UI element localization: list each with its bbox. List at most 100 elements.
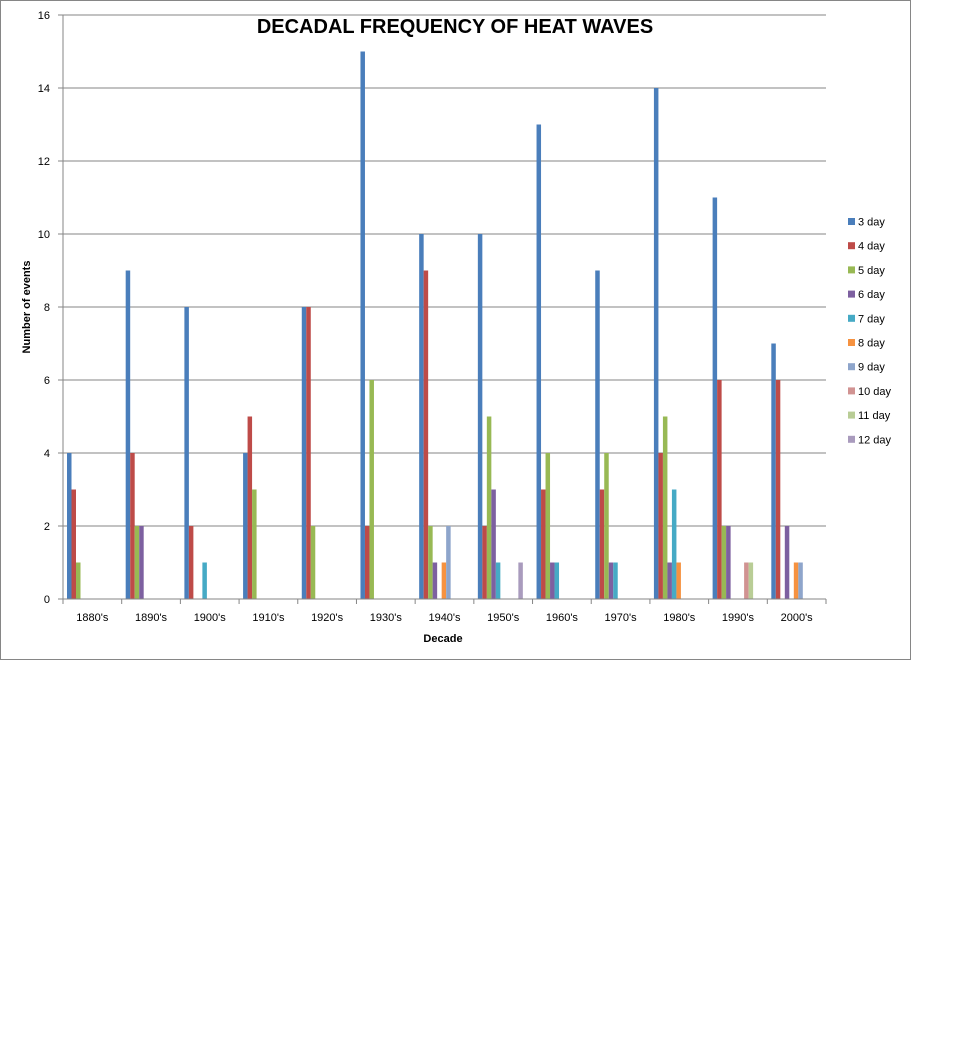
bar-5-day-7 <box>486 416 492 599</box>
bar-3-day-12 <box>771 343 776 599</box>
chart-title: DECADAL FREQUENCY OF HEAT WAVES <box>257 16 653 38</box>
bar-4-day-10 <box>658 453 663 599</box>
chart-frame <box>0 0 911 660</box>
legend-swatch <box>848 411 855 419</box>
bar-3-day-8 <box>536 124 542 599</box>
bar-4-day-4 <box>306 307 311 599</box>
legend-swatch <box>848 363 855 371</box>
bar-4-day-3 <box>247 416 253 599</box>
bar-3-day-1 <box>125 270 131 599</box>
bar-5-day-0 <box>76 562 81 599</box>
legend-label: 4 day <box>858 241 885 253</box>
bar-5-day-9 <box>604 453 609 599</box>
legend-swatch <box>848 387 855 395</box>
legend-label: 5 day <box>858 265 885 277</box>
bar-3-day-2 <box>184 307 189 599</box>
bar-3-day-9 <box>595 270 600 599</box>
legend-label: 11 day <box>858 410 891 422</box>
y-tick-label: 8 <box>44 302 50 314</box>
legend: 3 day 4 day 5 day 6 day 7 day 8 day 9 day 10 da… <box>848 217 892 446</box>
bar-5-day-4 <box>310 526 316 599</box>
x-tick-label: 1960's <box>546 612 579 624</box>
bar-7-day-10 <box>671 489 677 599</box>
bar-7-day-8 <box>554 562 560 599</box>
x-tick-label: 1970's <box>605 612 638 624</box>
x-tick-label: 1910's <box>252 612 285 624</box>
bar-5-day-3 <box>252 489 257 599</box>
bar-4-day-1 <box>130 453 135 599</box>
legend-swatch <box>848 266 855 274</box>
legend-label: 3 day <box>858 217 885 229</box>
legend-swatch <box>848 218 855 225</box>
bars <box>67 51 803 599</box>
bar-8-day-10 <box>676 562 681 599</box>
bar-5-day-10 <box>662 416 668 599</box>
bar-5-day-5 <box>369 380 374 599</box>
bar-5-day-6 <box>428 526 433 599</box>
gridlines <box>63 14 826 527</box>
legend-swatch <box>848 435 855 443</box>
y-axis-title: Number of events <box>21 261 33 354</box>
y-tick-label: 6 <box>44 375 50 387</box>
bar-4-day-12 <box>775 380 781 599</box>
bar-6-day-9 <box>608 562 614 599</box>
bar-10-day-11 <box>744 562 749 599</box>
bar-6-day-11 <box>726 526 731 599</box>
bar-9-day-12 <box>798 562 803 599</box>
x-tick-label: 1980's <box>663 612 696 624</box>
legend-label: 12 day <box>858 434 892 446</box>
y-tick-label: 0 <box>44 594 50 606</box>
bar-7-day-2 <box>202 562 207 599</box>
x-tick-label: 1900's <box>194 612 227 624</box>
legend-label: 9 day <box>858 362 885 374</box>
bar-4-day-8 <box>541 489 546 599</box>
bar-6-day-1 <box>139 526 144 599</box>
y-tick-label: 4 <box>44 448 50 460</box>
legend-swatch <box>848 290 855 298</box>
bar-5-day-11 <box>721 526 727 599</box>
bar-3-day-6 <box>419 234 424 599</box>
bar-3-day-4 <box>301 307 307 599</box>
x-tick-label: 2000's <box>781 612 814 624</box>
bar-3-day-10 <box>653 88 659 599</box>
legend-label: 10 day <box>858 386 892 398</box>
bar-3-day-0 <box>67 453 72 599</box>
y-tick-label: 10 <box>38 229 50 241</box>
x-tick-label: 1920's <box>311 612 344 624</box>
bar-5-day-1 <box>134 526 140 599</box>
bar-4-day-6 <box>423 270 429 599</box>
bar-6-day-10 <box>667 562 672 599</box>
bar-9-day-6 <box>446 526 451 599</box>
y-tick-label: 16 <box>38 10 50 22</box>
legend-swatch <box>848 339 855 346</box>
bar-6-day-12 <box>784 526 790 599</box>
bar-4-day-0 <box>71 489 76 599</box>
bar-4-day-11 <box>717 380 722 599</box>
bar-5-day-8 <box>545 453 551 599</box>
x-tick-label: 1950's <box>487 612 520 624</box>
bar-3-day-11 <box>712 197 718 599</box>
bar-7-day-9 <box>613 562 618 599</box>
bar-6-day-6 <box>432 562 438 599</box>
x-axis-ticks: 1880's 1890's 1900's 1910's 1920's 1930's 1940… <box>62 599 827 624</box>
bar-4-day-7 <box>482 526 487 599</box>
x-axis-title: Decade <box>423 633 462 645</box>
bar-3-day-7 <box>477 234 483 599</box>
bar-3-day-3 <box>243 453 248 599</box>
bar-4-day-9 <box>599 489 605 599</box>
bar-8-day-12 <box>793 562 799 599</box>
y-tick-label: 2 <box>44 521 50 533</box>
bar-11-day-11 <box>748 562 754 599</box>
bar-6-day-8 <box>550 562 555 599</box>
legend-label: 6 day <box>858 289 885 301</box>
bar-12-day-7 <box>518 562 523 599</box>
legend-label: 8 day <box>858 338 885 350</box>
x-tick-label: 1930's <box>370 612 403 624</box>
bar-4-day-2 <box>188 526 194 599</box>
x-tick-label: 1880's <box>76 612 109 624</box>
y-tick-label: 12 <box>38 156 50 168</box>
x-tick-label: 1990's <box>722 612 755 624</box>
x-tick-label: 1890's <box>135 612 168 624</box>
legend-swatch <box>848 242 855 250</box>
